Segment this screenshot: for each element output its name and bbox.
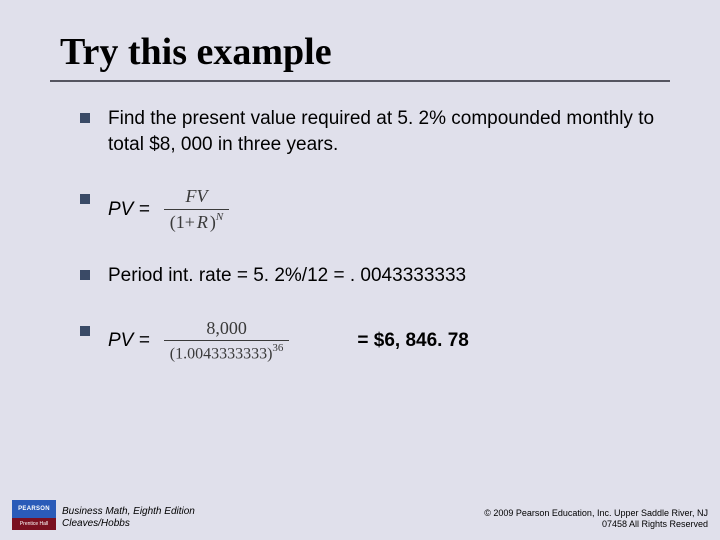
bullet-4: PV = 8,000 (1.0043333333)36 = $6, 846. 7… xyxy=(80,319,670,364)
publisher-logo: PEARSON Prentice Hall xyxy=(12,500,56,530)
bullet-3: Period int. rate = 5. 2%/12 = . 00433333… xyxy=(80,263,670,289)
bullet-3-text: Period int. rate = 5. 2%/12 = . 00433333… xyxy=(108,265,466,286)
bullet-4-row: PV = 8,000 (1.0043333333)36 = $6, 846. 7… xyxy=(108,319,670,364)
book-title: Business Math, Eighth Edition xyxy=(62,506,195,518)
formula2-denominator: (1.0043333333)36 xyxy=(164,341,290,363)
answer-value: = $6, 846. 78 xyxy=(357,328,468,354)
formula1-numerator: FV xyxy=(179,187,213,209)
slide: Try this example Find the present value … xyxy=(0,0,720,540)
logo-prentice: Prentice Hall xyxy=(12,518,56,531)
footer: PEARSON Prentice Hall Business Math, Eig… xyxy=(0,500,720,530)
bullet-1-text: Find the present value required at 5. 2%… xyxy=(108,108,654,155)
pv-formula-numeric: 8,000 (1.0043333333)36 xyxy=(164,319,290,364)
pv-formula-symbolic: FV (1+R)N xyxy=(164,187,230,233)
book-info: Business Math, Eighth Edition Cleaves/Ho… xyxy=(62,506,195,530)
formula1-denominator: (1+R)N xyxy=(164,210,230,233)
logo-pearson: PEARSON xyxy=(12,500,56,518)
footer-left: PEARSON Prentice Hall Business Math, Eig… xyxy=(12,500,195,530)
copyright-line1: © 2009 Pearson Education, Inc. Upper Sad… xyxy=(484,508,708,519)
pv-label-1: PV = xyxy=(108,197,150,223)
bullet-2-row: PV = FV (1+R)N xyxy=(108,187,670,233)
formula2-numerator: 8,000 xyxy=(200,319,253,341)
bullet-1: Find the present value required at 5. 2%… xyxy=(80,106,670,157)
bullet-list: Find the present value required at 5. 2%… xyxy=(50,106,670,363)
book-authors: Cleaves/Hobbs xyxy=(62,518,195,530)
copyright: © 2009 Pearson Education, Inc. Upper Sad… xyxy=(484,508,708,531)
bullet-2: PV = FV (1+R)N xyxy=(80,187,670,233)
slide-title: Try this example xyxy=(60,30,670,74)
title-underline xyxy=(50,80,670,82)
copyright-line2: 07458 All Rights Reserved xyxy=(484,519,708,530)
pv-label-2: PV = xyxy=(108,328,150,354)
